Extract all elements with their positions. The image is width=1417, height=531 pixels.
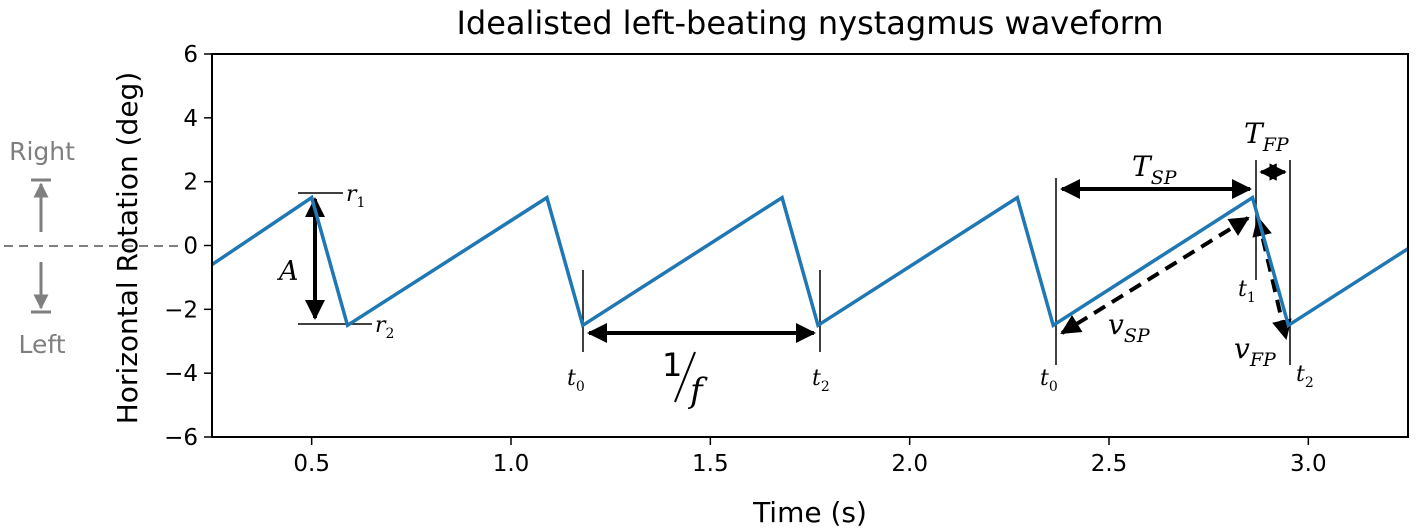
y-tick-label: 6	[183, 42, 198, 68]
y-axis-label: Horizontal Rotation (deg)	[111, 72, 144, 425]
x-axis-label: Time (s)	[752, 496, 867, 529]
t1-label: t1	[1238, 277, 1256, 306]
annotations: r1 r2 A t0 t2 1 f TSP TFP vSP vFP t0 t1 …	[276, 117, 1314, 411]
side-indicator: Right Left	[4, 137, 178, 359]
t0-label-1: t0	[567, 366, 585, 395]
y-tick-label: −4	[164, 361, 198, 387]
y-tick-label: 2	[183, 170, 198, 196]
x-tick-label: 1.0	[493, 451, 530, 477]
period-fraction-slash	[674, 351, 696, 403]
y-tick-label: 4	[183, 106, 198, 132]
y-tick-label: 0	[183, 234, 198, 260]
side-label-left: Left	[18, 330, 65, 359]
x-tick-label: 3.0	[1290, 451, 1327, 477]
x-tick-label: 2.5	[1091, 451, 1128, 477]
x-axis-ticks: 0.5 1.0 1.5 2.0 2.5 3.0	[293, 437, 1327, 477]
chart-title: Idealisted left-beating nystagmus wavefo…	[456, 4, 1163, 42]
x-tick-label: 0.5	[293, 451, 330, 477]
tfp-label: TFP	[1244, 117, 1290, 156]
tsp-label: TSP	[1132, 150, 1178, 189]
y-tick-label: −6	[164, 425, 198, 451]
x-tick-label: 1.5	[692, 451, 729, 477]
series-line	[211, 194, 1409, 329]
plot-frame	[211, 53, 1409, 438]
amplitude-label: A	[276, 256, 299, 287]
r1-label: r1	[346, 182, 365, 211]
period-denominator: f	[687, 371, 708, 411]
period-numerator: 1	[662, 346, 682, 384]
r2-label: r2	[375, 313, 394, 342]
side-label-right: Right	[9, 137, 75, 166]
y-axis-ticks: −6 −4 −2 0 2 4 6	[164, 42, 212, 451]
t2-label-2: t2	[1296, 362, 1314, 391]
t2-label-1: t2	[812, 366, 830, 395]
vsp-label: vSP	[1108, 308, 1151, 347]
vsp-arrow	[1060, 216, 1250, 335]
vfp-label: vFP	[1234, 332, 1277, 371]
t0-label-2: t0	[1040, 366, 1058, 395]
y-tick-label: −2	[164, 297, 198, 323]
x-tick-label: 2.0	[891, 451, 928, 477]
